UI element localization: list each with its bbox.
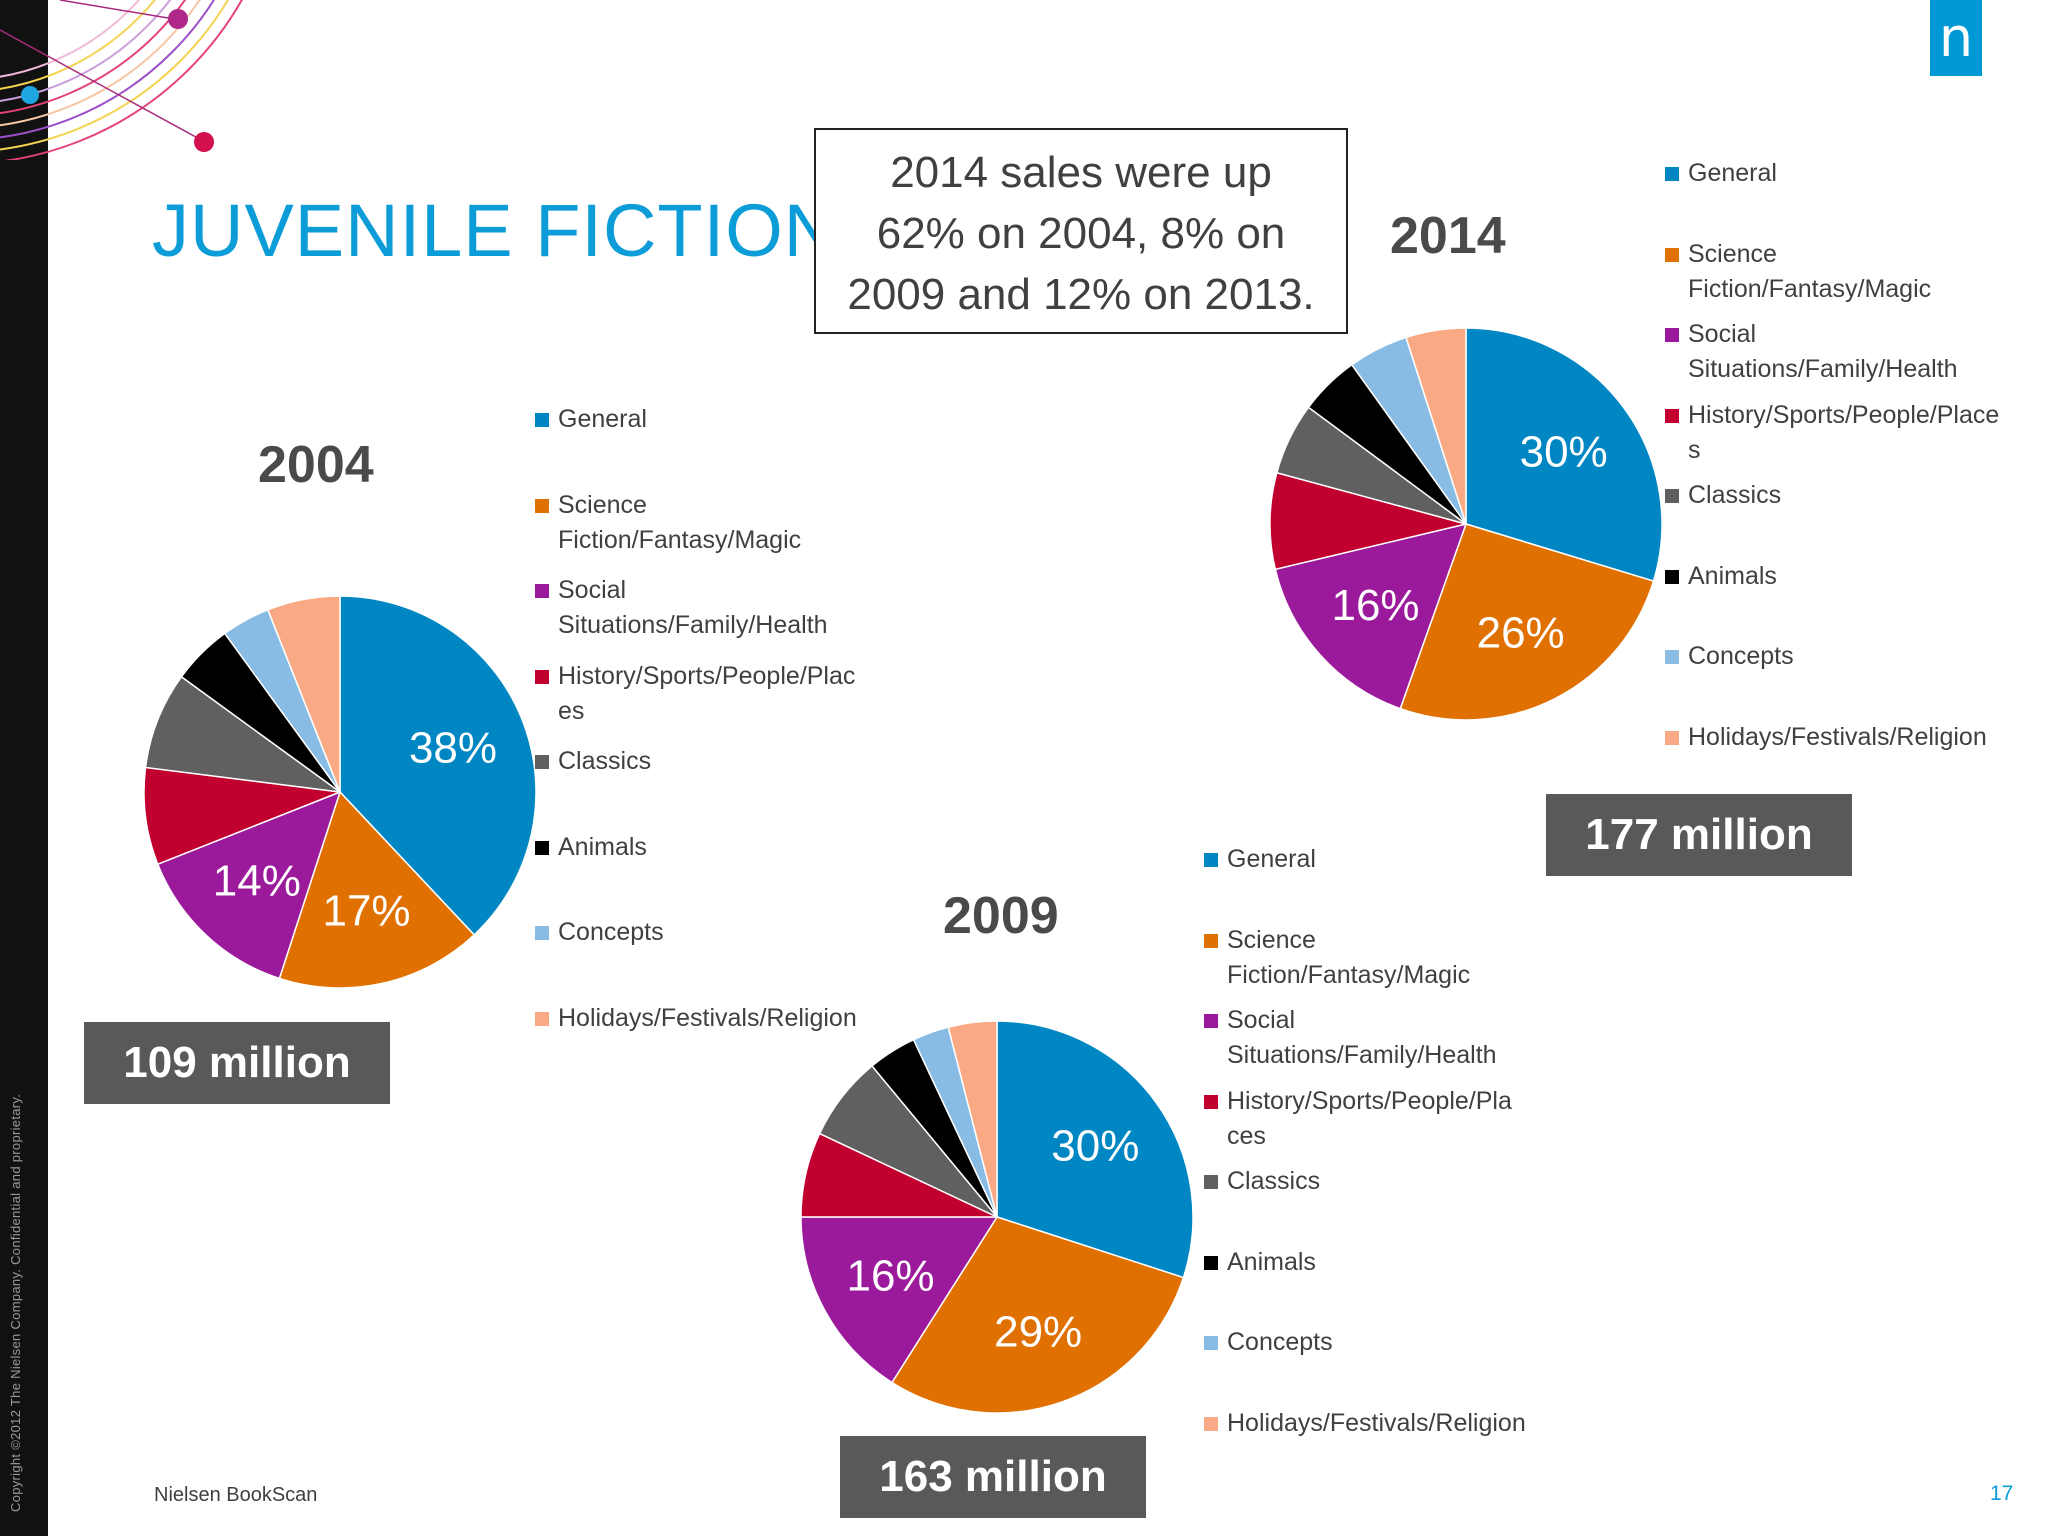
legend-label: Holidays/Festivals/Religion xyxy=(1227,1408,1526,1437)
legend-swatch xyxy=(1204,1175,1218,1189)
legend-swatch xyxy=(1665,730,1679,745)
legend-swatch xyxy=(535,669,549,684)
data-label: 38% xyxy=(409,723,497,772)
pie-chart-2009: 30% 29% 16% xyxy=(800,1020,1194,1414)
data-label: 14% xyxy=(213,857,301,906)
decorative-arcs xyxy=(0,0,243,160)
legend-label: Holidays/Festivals/Religion xyxy=(558,1003,857,1032)
total-2009: 163 million xyxy=(840,1436,1146,1518)
legend-swatch xyxy=(1204,933,1218,948)
legend-swatch xyxy=(1204,1255,1218,1270)
legend-swatch xyxy=(535,755,549,769)
legend-label: History/Sports/People/Place s xyxy=(1688,400,2000,464)
total-2004: 109 million xyxy=(84,1022,390,1104)
side-strip xyxy=(0,0,48,1536)
page-number: 17 xyxy=(1990,1482,2014,1505)
pie-slice-science-fiction-fantasy-magic xyxy=(1399,523,1655,721)
legend-swatch xyxy=(1204,1094,1218,1109)
legend-swatch xyxy=(1665,167,1679,181)
data-label: 30% xyxy=(1520,428,1608,477)
pie-slice-holidays-festivals-religion xyxy=(266,595,341,793)
pie-2004-title: 2004 xyxy=(258,436,374,494)
data-label: 30% xyxy=(1051,1122,1139,1171)
legend-swatch xyxy=(1204,853,1218,867)
pie-slice-social-situations-family-health xyxy=(800,1216,999,1384)
pie-slice-general xyxy=(339,595,537,936)
deco-dot-blue xyxy=(21,86,39,104)
legend-label: Social Situations/Family/Health xyxy=(558,576,828,639)
legend-label: Science Fiction/Fantasy/Magic xyxy=(558,490,802,554)
pie-slice-general xyxy=(1465,327,1663,583)
data-label: 16% xyxy=(1331,581,1419,630)
pie-slice-science-fiction-fantasy-magic xyxy=(278,790,476,989)
legend-label: Concepts xyxy=(1227,1328,1333,1356)
legend-swatch xyxy=(1204,1014,1218,1028)
legend-label: Concepts xyxy=(558,918,664,946)
legend-label: Animals xyxy=(558,832,647,861)
slide-title: JUVENILE FICTION xyxy=(152,189,839,272)
summary-callout: 2014 sales were up 62% on 2004, 8% on 20… xyxy=(814,128,1348,334)
pie-slice-holidays-festivals-religion xyxy=(947,1020,998,1218)
total-2014: 177 million xyxy=(1546,794,1852,876)
nielsen-logo: n xyxy=(1930,0,1982,76)
legend-swatch xyxy=(1665,328,1679,342)
legend-label: Science Fiction/Fantasy/Magic xyxy=(1227,925,1471,989)
legend-label: Animals xyxy=(1227,1247,1316,1276)
copyright-notice: Copyright ©2012 The Nielsen Company. Con… xyxy=(8,1093,23,1512)
pie-slice-social-situations-family-health xyxy=(1274,522,1468,710)
legend-swatch xyxy=(1665,408,1679,423)
legend-label: History/Sports/People/Plac es xyxy=(558,661,856,725)
legend-label: Concepts xyxy=(1688,642,1794,670)
legend-label: Social Situations/Family/Health xyxy=(1227,1006,1497,1069)
legend-label: Classics xyxy=(558,747,652,775)
legend-swatch xyxy=(535,413,549,427)
deco-dot-purple xyxy=(168,9,188,29)
legend-swatch xyxy=(535,840,549,855)
pie-2009-title: 2009 xyxy=(943,887,1059,945)
data-label: 26% xyxy=(1477,609,1565,658)
deco-dot-red xyxy=(194,132,214,152)
legend-label: Social Situations/Family/Health xyxy=(1688,320,1958,383)
legend-label: Classics xyxy=(1227,1167,1321,1195)
legend-label: History/Sports/People/Pla ces xyxy=(1227,1086,1512,1150)
legend-label: Classics xyxy=(1688,481,1782,509)
legend-swatch xyxy=(1665,569,1679,584)
legend-swatch xyxy=(535,584,549,598)
pie-slice-history-sports-people-places xyxy=(143,766,341,866)
legend-swatch xyxy=(1665,650,1679,664)
pie-2014-title: 2014 xyxy=(1390,207,1506,265)
legend-swatch xyxy=(1665,489,1679,503)
legend-swatch xyxy=(1204,1336,1218,1350)
pie-slice-holidays-festivals-religion xyxy=(1405,327,1467,525)
pie-slice-science-fiction-fantasy-magic xyxy=(890,1216,1185,1414)
legend-label: General xyxy=(1227,845,1316,873)
pie-slice-social-situations-family-health xyxy=(156,790,342,980)
pie-slice-general xyxy=(996,1020,1194,1279)
legend-swatch xyxy=(1204,1416,1218,1431)
source-label: Nielsen BookScan xyxy=(154,1484,318,1506)
legend-label: Animals xyxy=(1688,561,1777,590)
data-label: 29% xyxy=(994,1307,1082,1356)
pie-slice-history-sports-people-places xyxy=(1269,471,1467,571)
legend-label: General xyxy=(558,405,647,433)
summary-text: 2014 sales were up 62% on 2004, 8% on 20… xyxy=(847,148,1315,319)
legend-swatch xyxy=(535,498,549,513)
data-label: 16% xyxy=(846,1252,934,1301)
legend-label: Holidays/Festivals/Religion xyxy=(1688,722,1987,751)
pie-chart-2014: 30% 26% 16% xyxy=(1269,327,1663,721)
legend-swatch xyxy=(535,1011,549,1026)
pie-slice-classics xyxy=(144,675,341,793)
legend-swatch xyxy=(1665,247,1679,262)
data-label: 17% xyxy=(322,887,410,936)
pie-chart-2004: 38% 17% 14% xyxy=(143,595,537,989)
legend-label: Science Fiction/Fantasy/Magic xyxy=(1688,239,1932,303)
legend-label: General xyxy=(1688,159,1777,187)
legend-swatch xyxy=(535,926,549,940)
